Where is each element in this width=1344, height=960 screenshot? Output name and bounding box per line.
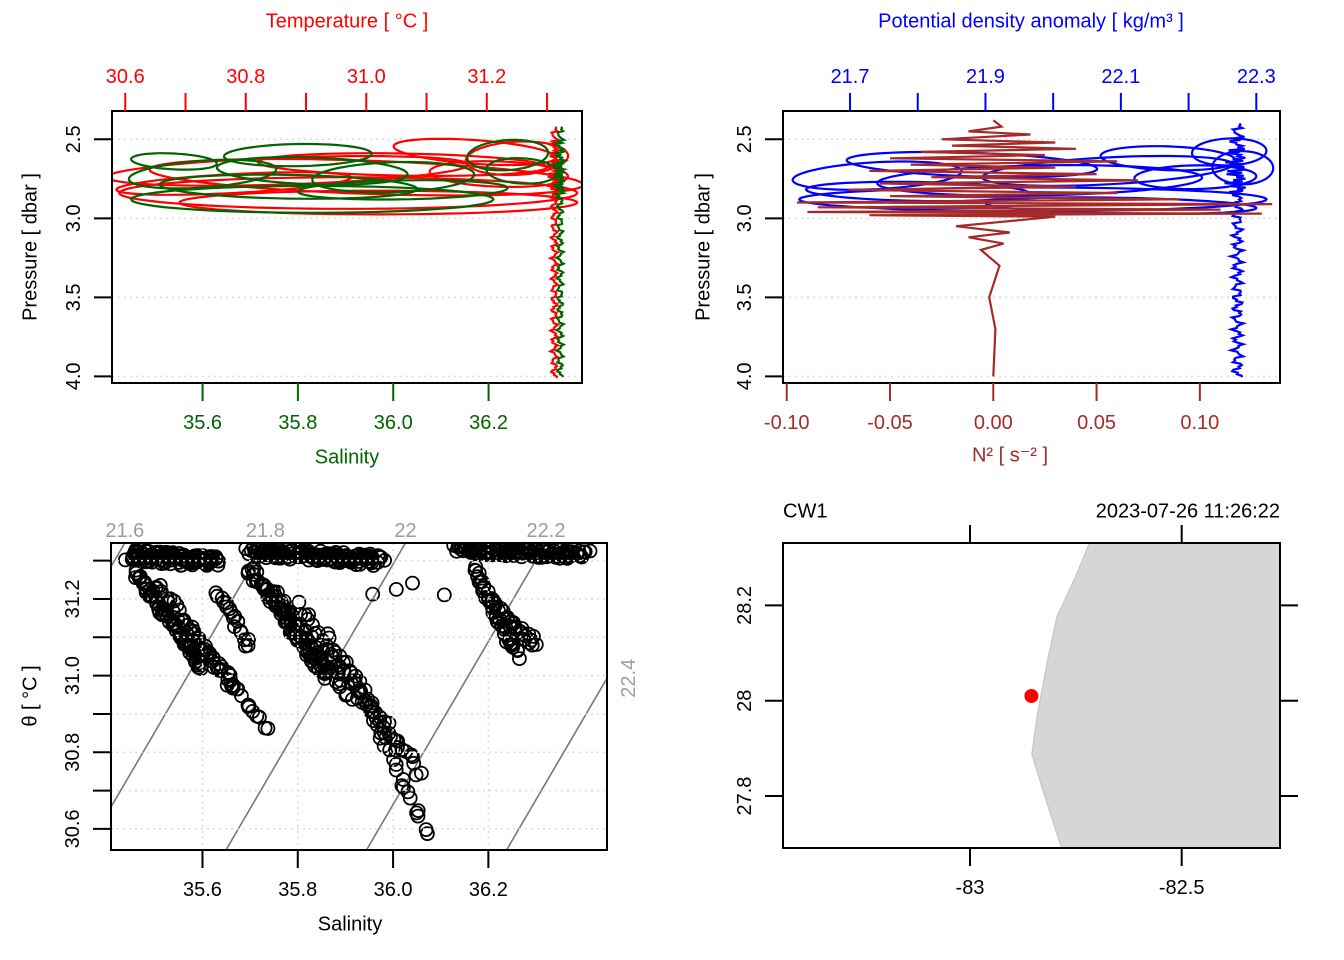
svg-text:21.6: 21.6 (105, 520, 144, 542)
svg-text:31.0: 31.0 (62, 656, 84, 695)
plot-frame (782, 542, 1281, 849)
svg-text:-0.10: -0.10 (764, 412, 810, 434)
tr-panel: 21.7 21.9 22.1 22.3 -0.10 -0.05 0.00 0.05 0.10 2.… (734, 66, 1281, 434)
svg-text:30.8: 30.8 (62, 733, 84, 772)
svg-text:3.5: 3.5 (63, 283, 85, 311)
svg-text:2.5: 2.5 (63, 125, 85, 153)
theta-axis-title: θ [ °C ] (19, 665, 42, 727)
svg-text:31.2: 31.2 (467, 66, 506, 88)
svg-text:21.9: 21.9 (966, 66, 1005, 88)
svg-text:30.6: 30.6 (106, 66, 145, 88)
station-name-label: CW1 (783, 500, 828, 523)
svg-text:-82.5: -82.5 (1159, 877, 1205, 899)
svg-text:3.0: 3.0 (734, 204, 756, 232)
svg-text:2.5: 2.5 (734, 125, 756, 153)
svg-text:22.4: 22.4 (618, 659, 640, 698)
svg-text:30.8: 30.8 (226, 66, 265, 88)
svg-text:3.0: 3.0 (63, 204, 85, 232)
svg-text:22.1: 22.1 (1101, 66, 1140, 88)
svg-text:28.2: 28.2 (734, 586, 756, 625)
svg-text:22.2: 22.2 (527, 520, 566, 542)
plot-frame (782, 110, 1281, 384)
svg-text:30.6: 30.6 (62, 809, 84, 848)
ts-scatter-points (118, 543, 598, 841)
sigma-theta-profile (791, 122, 1275, 378)
plot-frame (110, 542, 608, 851)
salinity-axis-title-ts-panel: Salinity (317, 913, 383, 936)
tl-panel: 30.6 30.8 31.0 31.2 35.6 35.8 36.0 36.2 2.5 3.0 3.… (63, 66, 583, 434)
salinity-axis-title-top-panel: Salinity (314, 446, 380, 469)
svg-text:27.8: 27.8 (734, 777, 756, 816)
coastline-land (1031, 543, 1280, 848)
svg-text:35.8: 35.8 (278, 879, 317, 901)
ts-panel: 35.6 35.8 36.0 36.2 30.6 30.8 31.0 31.2 21.6 21.8… (62, 520, 640, 901)
svg-text:21.8: 21.8 (246, 520, 285, 542)
svg-text:4.0: 4.0 (734, 362, 756, 390)
temperature-profile (112, 126, 582, 379)
salinity-profile (127, 126, 570, 378)
svg-text:0.05: 0.05 (1077, 412, 1116, 434)
svg-text:0.00: 0.00 (974, 412, 1013, 434)
svg-text:35.6: 35.6 (183, 879, 222, 901)
svg-text:36.2: 36.2 (469, 412, 508, 434)
station-marker (1024, 689, 1039, 703)
plot-frame (111, 110, 583, 384)
svg-text:36.0: 36.0 (374, 412, 413, 434)
svg-text:35.6: 35.6 (183, 412, 222, 434)
svg-text:36.0: 36.0 (374, 879, 413, 901)
svg-text:-0.05: -0.05 (867, 412, 913, 434)
svg-text:-83: -83 (956, 877, 985, 899)
pressure-axis-title-right: Pressure [ dbar ] (692, 173, 715, 321)
n-squared-profile (796, 119, 1273, 377)
n2-axis-title: N² [ s⁻² ] (971, 444, 1049, 467)
temperature-axis-title: Temperature [ °C ] (265, 10, 429, 33)
pressure-axis-title-left: Pressure [ dbar ] (19, 173, 42, 321)
isopycnal-lines (111, 543, 607, 850)
station-time-label: 2023-07-26 11:26:22 (1095, 500, 1280, 523)
svg-text:0.10: 0.10 (1180, 412, 1219, 434)
map-panel: -83 -82.5 27.8 28 28.2 (734, 525, 1298, 899)
svg-text:31.0: 31.0 (347, 66, 386, 88)
svg-text:3.5: 3.5 (734, 283, 756, 311)
svg-text:28: 28 (734, 690, 756, 712)
svg-text:4.0: 4.0 (63, 362, 85, 390)
svg-text:36.2: 36.2 (469, 879, 508, 901)
svg-text:35.8: 35.8 (278, 412, 317, 434)
svg-text:31.2: 31.2 (62, 579, 84, 618)
svg-text:22: 22 (394, 520, 416, 542)
svg-text:21.7: 21.7 (831, 66, 870, 88)
svg-text:22.3: 22.3 (1237, 66, 1276, 88)
density-axis-title: Potential density anomaly [ kg/m³ ] (878, 10, 1184, 33)
ts-grid (111, 543, 607, 850)
